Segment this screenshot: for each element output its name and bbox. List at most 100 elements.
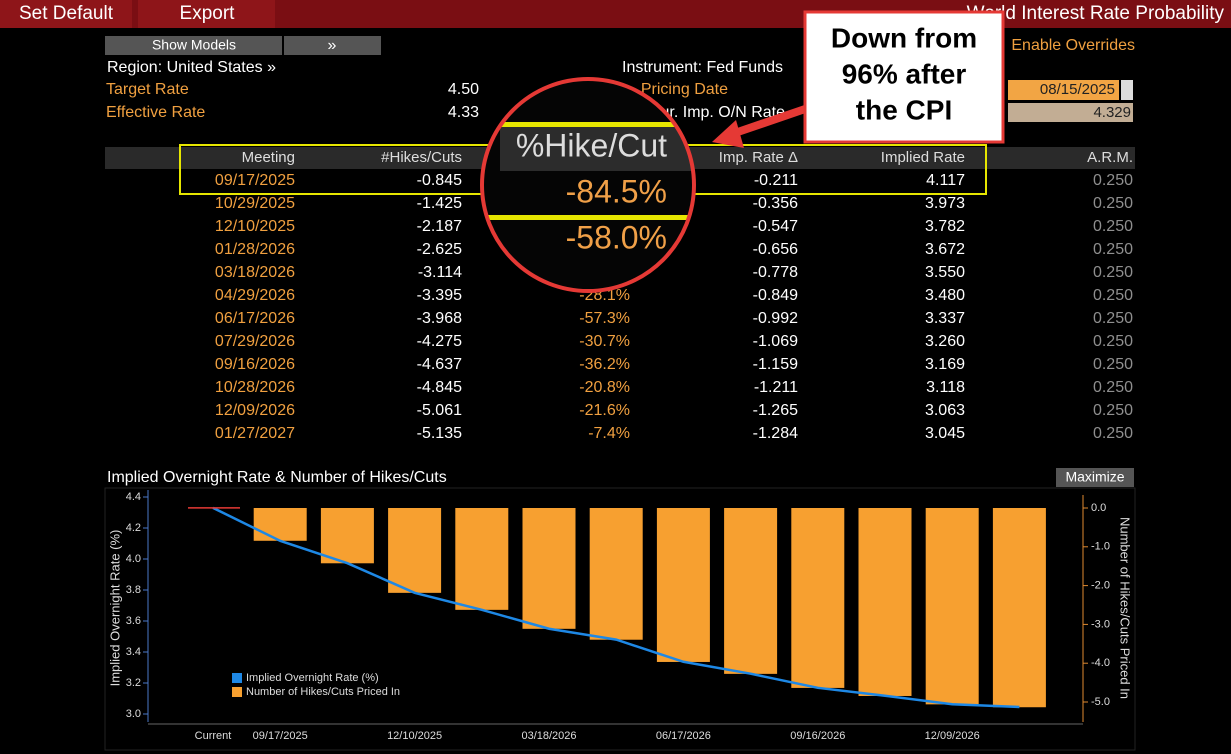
table-cell: 07/29/2026 <box>215 333 295 350</box>
table-cell: -3.114 <box>418 264 462 281</box>
label: Enable Overrides <box>1011 37 1135 54</box>
table-cell: 0.250 <box>1093 379 1133 396</box>
legend-swatch <box>232 673 242 683</box>
column-header: A.R.M. <box>1087 149 1133 166</box>
magnifier-ring <box>480 77 696 293</box>
column-header: Imp. Rate Δ <box>719 149 798 166</box>
button-label: Export <box>180 3 236 24</box>
date-field[interactable] <box>1008 80 1119 100</box>
legend-label: Implied Overnight Rate (%) <box>246 672 379 684</box>
table-cell: -3.395 <box>417 287 462 304</box>
button[interactable] <box>138 0 275 28</box>
bar <box>724 508 778 674</box>
table-cell: 3.337 <box>925 310 965 327</box>
table-cell: 0.250 <box>1093 402 1133 419</box>
y-axis-title: Implied Overnight Rate (%) <box>107 530 122 687</box>
label: Cur. Imp. O/N Rate <box>649 104 785 121</box>
table-cell: -1.159 <box>753 356 798 373</box>
table-cell: 10/28/2026 <box>215 379 295 396</box>
y-tick-label: 4.4 <box>126 491 141 503</box>
bar <box>253 508 307 541</box>
table-cell: -1.425 <box>417 195 462 212</box>
table-cell: -0.356 <box>753 195 798 212</box>
y-tick-label: 3.2 <box>126 677 141 689</box>
table-cell: -2.625 <box>417 241 462 258</box>
table-cell: 0.250 <box>1093 310 1133 327</box>
x-tick-label: 12/09/2026 <box>925 730 980 742</box>
magnifier: %Hike/Cut -84.5% -58.0% <box>482 79 694 291</box>
y-tick-label: 4.0 <box>126 553 141 565</box>
table-cell: 12/10/2025 <box>215 218 295 235</box>
calendar-icon[interactable] <box>1121 80 1133 100</box>
table-cell: -2.187 <box>417 218 462 235</box>
callout-text: the CPI <box>856 94 952 125</box>
table-cell: 06/17/2026 <box>215 310 295 327</box>
x-tick-label: 03/18/2026 <box>521 730 576 742</box>
y-tick-label: 3.0 <box>126 708 141 720</box>
table-cell: -3.968 <box>417 310 462 327</box>
table-cell: 0.250 <box>1093 333 1133 350</box>
region: Region: United States » <box>107 59 276 76</box>
bar <box>992 508 1046 708</box>
column-header: Meeting <box>242 149 295 166</box>
table-cell: -21.6% <box>579 402 630 419</box>
table-cell: 4.117 <box>926 172 965 189</box>
table-cell: 0.250 <box>1093 172 1133 189</box>
table-cell: -1.284 <box>753 425 798 442</box>
value: 4.33 <box>448 104 479 121</box>
callout-text: Down from <box>831 22 977 53</box>
table-cell: -4.275 <box>417 333 462 350</box>
bar <box>522 508 576 629</box>
table-cell: 12/09/2026 <box>215 402 295 419</box>
magnifier-bg <box>482 79 694 291</box>
instrument: Instrument: Fed Funds <box>622 59 783 76</box>
table-cell: 3.973 <box>925 195 965 212</box>
y2-tick-label: -5.0 <box>1091 696 1110 708</box>
table-cell: 3.550 <box>925 264 965 281</box>
y2-tick-label: -3.0 <box>1091 618 1110 630</box>
table-cell: 04/29/2026 <box>215 287 295 304</box>
table-cell: 3.480 <box>925 287 965 304</box>
column-header: Implied Rate <box>881 149 965 166</box>
rate-value: 4.329 <box>1093 104 1131 121</box>
table-cell: 3.063 <box>925 402 965 419</box>
button[interactable] <box>1056 468 1134 487</box>
button[interactable] <box>105 36 282 55</box>
rate-line <box>212 506 1020 709</box>
button[interactable] <box>284 36 381 55</box>
y-tick-label: 4.2 <box>126 522 141 534</box>
label: Effective Rate <box>106 104 205 121</box>
table-cell: 01/28/2026 <box>215 241 295 258</box>
table-cell: 3.782 <box>925 218 965 235</box>
x-tick-label: 12/10/2025 <box>387 730 442 742</box>
callout-arrowhead <box>712 120 744 148</box>
bar <box>455 508 509 610</box>
y2-tick-label: -2.0 <box>1091 580 1110 592</box>
rate-field <box>1008 103 1133 122</box>
callout-text: 96% after <box>842 58 967 89</box>
table-cell: -20.8% <box>579 379 630 396</box>
y2-tick-label: -4.0 <box>1091 657 1110 669</box>
date-value: 08/15/2025 <box>1040 81 1115 98</box>
table-cell: -0.778 <box>753 264 798 281</box>
bar <box>388 508 442 593</box>
table-cell: 09/17/2025 <box>215 172 295 189</box>
table-cell: 3.672 <box>925 241 965 258</box>
table-cell: -57.3% <box>579 310 630 327</box>
legend-swatch <box>232 687 242 697</box>
overlays: %Hike/Cut -84.5% -58.0% Down from 96% af… <box>480 10 1005 293</box>
button[interactable] <box>0 0 132 28</box>
table-cell: -5.061 <box>417 402 462 419</box>
table-cell: -0.849 <box>753 287 798 304</box>
highlight-line <box>482 215 694 220</box>
bar <box>925 508 979 705</box>
window-title: World Interest Rate Probability <box>967 3 1225 24</box>
table-cell: 10/29/2025 <box>215 195 295 212</box>
table-cell: 0.250 <box>1093 287 1133 304</box>
table-cell: 3.118 <box>926 379 965 396</box>
bar <box>656 508 710 662</box>
table-cell: -30.7% <box>579 333 630 350</box>
table-cell: -4.845 <box>417 379 462 396</box>
table-cell: -0.547 <box>753 218 798 235</box>
